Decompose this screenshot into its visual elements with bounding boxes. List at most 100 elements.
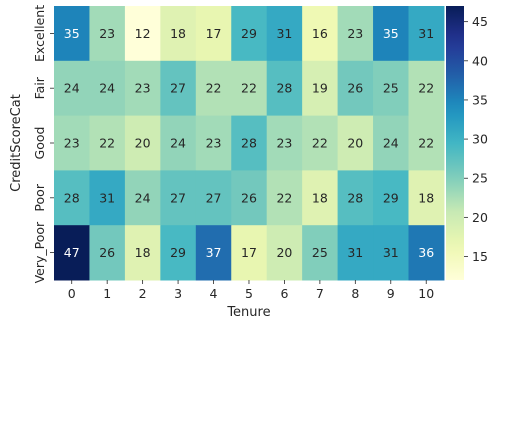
cell-value-label: 25 [383, 81, 399, 96]
y-tick-label: Fair [32, 76, 47, 99]
cell-value-label: 24 [99, 81, 115, 96]
heatmap-cell [408, 225, 445, 281]
cell-value-label: 28 [64, 190, 80, 205]
colorbar-tick-label: 15 [472, 249, 488, 264]
cell-value-label: 27 [206, 190, 222, 205]
colorbar-tick-label: 45 [472, 14, 488, 29]
heatmap-cell [337, 60, 374, 117]
cell-value-label: 18 [135, 245, 151, 260]
heatmap-cell [337, 6, 374, 62]
cell-value-label: 24 [170, 136, 186, 151]
heatmap-cell [302, 170, 339, 226]
y-tick-label: Very_Poor [32, 221, 47, 283]
heatmap-cell [373, 225, 409, 281]
cell-value-label: 23 [206, 136, 222, 151]
heatmap-cell [337, 170, 374, 226]
cell-value-label: 35 [383, 26, 399, 41]
cell-value-label: 22 [418, 81, 434, 96]
heatmap-cells: 35 23 12 18 17 29 31 16 23 35 31 24 24 23 27 22 22 28 19 26… [54, 6, 445, 281]
cell-value-label: 18 [170, 26, 186, 41]
heatmap-cell [160, 115, 197, 171]
y-tick-label: Poor [32, 183, 47, 211]
heatmap-cell [231, 225, 268, 281]
cell-value-label: 31 [418, 26, 434, 41]
cell-value-label: 19 [312, 81, 328, 96]
heatmap-cell [160, 60, 197, 117]
heatmap-cell [89, 225, 126, 281]
cell-value-label: 22 [99, 136, 115, 151]
cell-value-label: 29 [170, 245, 186, 260]
x-tick-label: 2 [139, 286, 147, 301]
cell-value-label: 18 [312, 190, 328, 205]
heatmap-cell [89, 170, 126, 226]
colorbar-gradient [446, 6, 464, 280]
heatmap-cell [337, 115, 374, 171]
y-axis-label: CreditScoreCat [9, 94, 24, 192]
y-axis: Excellent Fair Good Poor Very_Poor [32, 5, 54, 283]
heatmap-cell [266, 60, 303, 117]
cell-value-label: 23 [135, 81, 151, 96]
heatmap-cell [408, 115, 445, 171]
cell-value-label: 22 [206, 81, 222, 96]
cell-value-label: 22 [241, 81, 257, 96]
cell-value-label: 28 [241, 136, 257, 151]
cell-value-label: 28 [347, 190, 363, 205]
heatmap-cell [373, 115, 409, 171]
cell-value-label: 26 [99, 245, 115, 260]
cell-value-label: 27 [170, 81, 186, 96]
heatmap-cell [89, 60, 126, 117]
heatmap-cell [89, 6, 126, 62]
colorbar-tick-label: 30 [472, 132, 488, 147]
heatmap-cell [195, 115, 232, 171]
heatmap-cell [266, 225, 303, 281]
x-tick-label: 0 [68, 286, 76, 301]
x-tick-label: 5 [245, 286, 253, 301]
cell-value-label: 24 [383, 136, 399, 151]
heatmap-cell [231, 6, 268, 62]
y-tick-label: Excellent [32, 5, 47, 62]
heatmap-cell [195, 6, 232, 62]
heatmap-cell [124, 115, 161, 171]
heatmap-cell [124, 60, 161, 117]
x-tick-label: 9 [387, 286, 395, 301]
cell-value-label: 22 [312, 136, 328, 151]
cell-value-label: 25 [312, 245, 328, 260]
cell-value-label: 20 [347, 136, 363, 151]
heatmap-cell [54, 60, 90, 117]
heatmap-cell [408, 6, 445, 62]
cell-value-label: 22 [276, 190, 292, 205]
heatmap-cell [408, 60, 445, 117]
heatmap-cell [302, 225, 339, 281]
cell-value-label: 31 [383, 245, 399, 260]
heatmap-cell [266, 115, 303, 171]
cell-value-label: 37 [206, 245, 222, 260]
cell-value-label: 36 [418, 245, 434, 260]
x-tick-label: 4 [210, 286, 218, 301]
cell-value-label: 17 [241, 245, 257, 260]
heatmap-cell [124, 170, 161, 226]
heatmap-cell [302, 115, 339, 171]
heatmap-cell [373, 170, 409, 226]
x-tick-label: 3 [174, 286, 182, 301]
cell-value-label: 35 [64, 26, 80, 41]
cell-value-label: 29 [241, 26, 257, 41]
heatmap-cell [302, 6, 339, 62]
x-tick-label: 1 [103, 286, 111, 301]
cell-value-label: 29 [383, 190, 399, 205]
heatmap-cell [337, 225, 374, 281]
heatmap-cell [302, 60, 339, 117]
cell-value-label: 23 [347, 26, 363, 41]
x-tick-label: 10 [418, 286, 434, 301]
cell-value-label: 24 [64, 81, 80, 96]
cell-value-label: 18 [418, 190, 434, 205]
heatmap-cell [54, 6, 90, 62]
cell-value-label: 16 [312, 26, 328, 41]
cell-value-label: 28 [276, 81, 292, 96]
colorbar-tick-label: 35 [472, 92, 488, 107]
heatmap-cell [124, 225, 161, 281]
cell-value-label: 31 [276, 26, 292, 41]
cell-value-label: 20 [135, 136, 151, 151]
heatmap-cell [160, 225, 197, 281]
heatmap-cell [373, 60, 409, 117]
